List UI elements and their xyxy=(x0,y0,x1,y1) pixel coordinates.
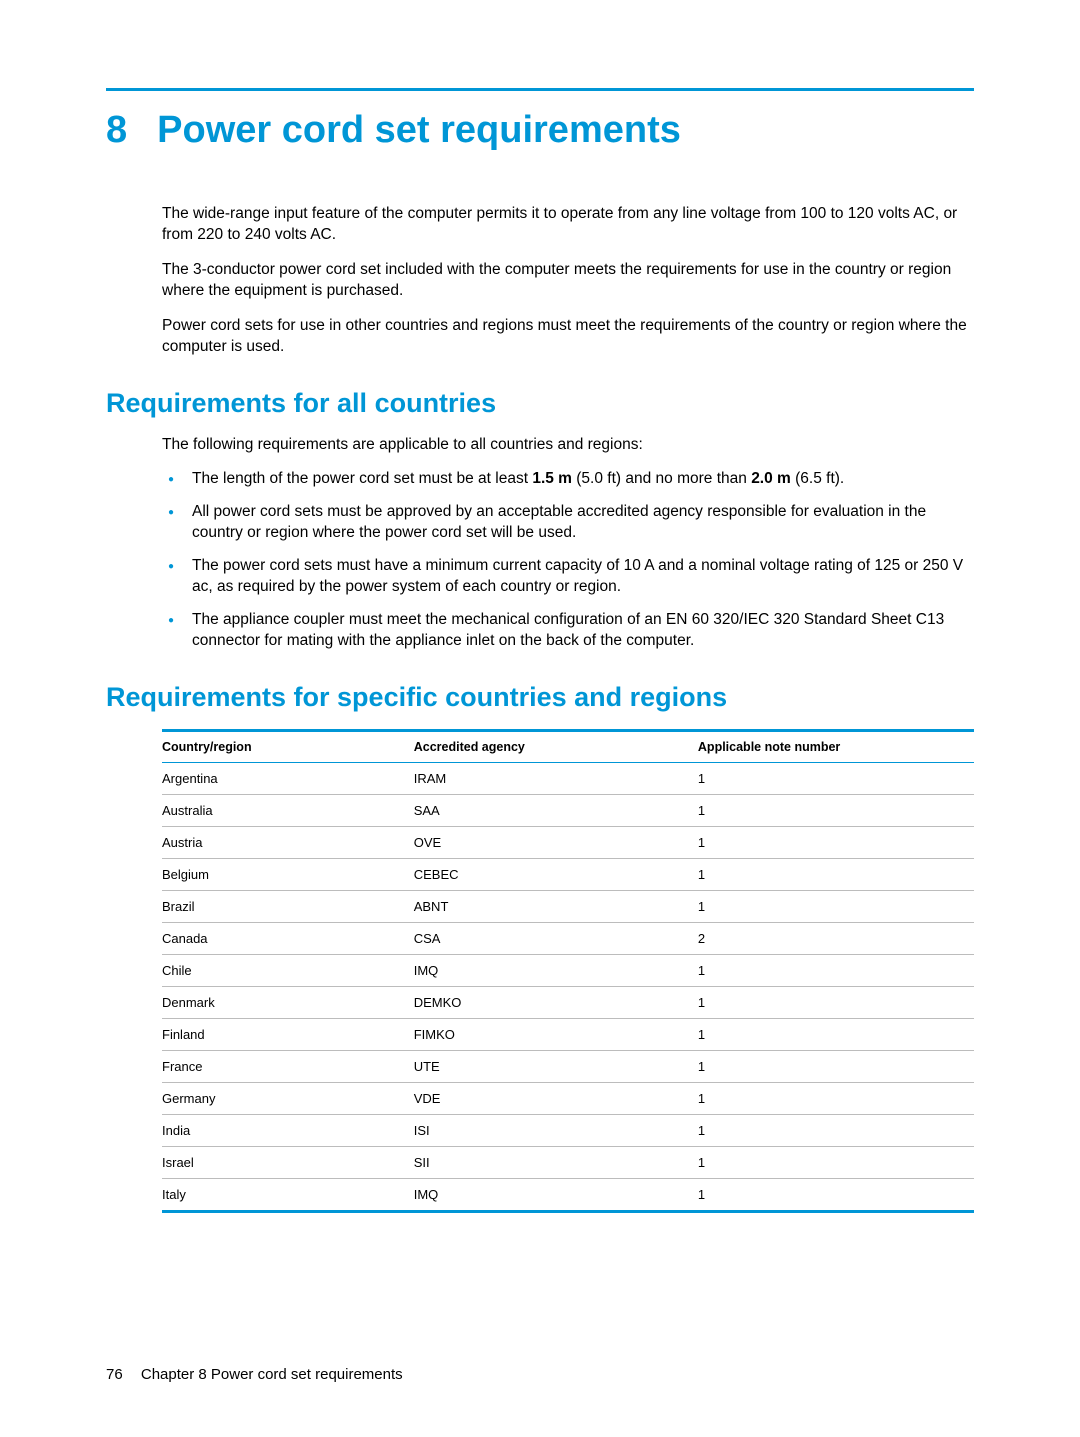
table-cell: 1 xyxy=(698,1178,974,1211)
intro-paragraph-2: The 3-conductor power cord set included … xyxy=(162,260,974,302)
table-cell: SAA xyxy=(414,794,698,826)
table-cell: ISI xyxy=(414,1114,698,1146)
chapter-number: 8 xyxy=(106,109,127,152)
table-cell: Brazil xyxy=(162,890,414,922)
table-cell: Australia xyxy=(162,794,414,826)
chapter-heading: 8 Power cord set requirements xyxy=(106,109,974,152)
table-cell: 1 xyxy=(698,1050,974,1082)
table-cell: IMQ xyxy=(414,1178,698,1211)
table-header-row: Country/region Accredited agency Applica… xyxy=(162,730,974,762)
table-row: CanadaCSA2 xyxy=(162,922,974,954)
list-item: All power cord sets must be approved by … xyxy=(186,502,974,544)
table-row: IndiaISI1 xyxy=(162,1114,974,1146)
table-row: ChileIMQ1 xyxy=(162,954,974,986)
table-cell: IMQ xyxy=(414,954,698,986)
document-page: 8 Power cord set requirements The wide-r… xyxy=(0,0,1080,1437)
table-header: Applicable note number xyxy=(698,730,974,762)
table-header: Accredited agency xyxy=(414,730,698,762)
table-cell: Austria xyxy=(162,826,414,858)
page-number: 76 xyxy=(106,1366,123,1383)
table-cell: IRAM xyxy=(414,762,698,794)
table-cell: Denmark xyxy=(162,986,414,1018)
bullet-text: The length of the power cord set must be… xyxy=(192,470,532,487)
table-cell: 1 xyxy=(698,954,974,986)
intro-paragraph-1: The wide-range input feature of the comp… xyxy=(162,204,974,246)
section-heading-all-countries: Requirements for all countries xyxy=(106,388,974,419)
table-cell: FIMKO xyxy=(414,1018,698,1050)
list-item: The length of the power cord set must be… xyxy=(186,469,974,490)
page-footer: 76 Chapter 8 Power cord set requirements xyxy=(106,1366,403,1383)
table-cell: SII xyxy=(414,1146,698,1178)
bullet-bold: 2.0 m xyxy=(751,470,791,487)
table-cell: 1 xyxy=(698,794,974,826)
table-header: Country/region xyxy=(162,730,414,762)
table-cell: 1 xyxy=(698,826,974,858)
table-cell: 1 xyxy=(698,762,974,794)
bullet-bold: 1.5 m xyxy=(532,470,572,487)
bullet-text: (5.0 ft) and no more than xyxy=(572,470,751,487)
requirements-bullet-list: The length of the power cord set must be… xyxy=(162,469,974,651)
table-row: ArgentinaIRAM1 xyxy=(162,762,974,794)
table-row: BelgiumCEBEC1 xyxy=(162,858,974,890)
table-cell: France xyxy=(162,1050,414,1082)
table-cell: UTE xyxy=(414,1050,698,1082)
table-cell: ABNT xyxy=(414,890,698,922)
table-row: AustriaOVE1 xyxy=(162,826,974,858)
requirements-table: Country/region Accredited agency Applica… xyxy=(162,729,974,1213)
table-row: IsraelSII1 xyxy=(162,1146,974,1178)
table-cell: 1 xyxy=(698,858,974,890)
table-cell: CEBEC xyxy=(414,858,698,890)
table-cell: Chile xyxy=(162,954,414,986)
chapter-title: Power cord set requirements xyxy=(157,109,681,152)
section-all-lead: The following requirements are applicabl… xyxy=(162,435,974,456)
table-cell: 1 xyxy=(698,1082,974,1114)
top-rule xyxy=(106,88,974,91)
table-cell: DEMKO xyxy=(414,986,698,1018)
footer-chapter-label: Chapter 8 Power cord set requirements xyxy=(141,1366,403,1383)
table-cell: India xyxy=(162,1114,414,1146)
table-cell: Finland xyxy=(162,1018,414,1050)
table-cell: Belgium xyxy=(162,858,414,890)
table-row: FranceUTE1 xyxy=(162,1050,974,1082)
section-heading-specific: Requirements for specific countries and … xyxy=(106,682,974,713)
table-cell: 1 xyxy=(698,1114,974,1146)
table-cell: Germany xyxy=(162,1082,414,1114)
table-cell: Italy xyxy=(162,1178,414,1211)
table-cell: 1 xyxy=(698,890,974,922)
table-cell: OVE xyxy=(414,826,698,858)
table-cell: 2 xyxy=(698,922,974,954)
table-cell: 1 xyxy=(698,1146,974,1178)
table-cell: 1 xyxy=(698,1018,974,1050)
table-cell: Israel xyxy=(162,1146,414,1178)
table-cell: VDE xyxy=(414,1082,698,1114)
table-row: BrazilABNT1 xyxy=(162,890,974,922)
intro-paragraph-3: Power cord sets for use in other countri… xyxy=(162,316,974,358)
table-row: FinlandFIMKO1 xyxy=(162,1018,974,1050)
bullet-text: (6.5 ft). xyxy=(791,470,844,487)
table-cell: Canada xyxy=(162,922,414,954)
table-row: AustraliaSAA1 xyxy=(162,794,974,826)
list-item: The power cord sets must have a minimum … xyxy=(186,556,974,598)
table-cell: Argentina xyxy=(162,762,414,794)
table-cell: 1 xyxy=(698,986,974,1018)
table-row: GermanyVDE1 xyxy=(162,1082,974,1114)
list-item: The appliance coupler must meet the mech… xyxy=(186,610,974,652)
table-row: DenmarkDEMKO1 xyxy=(162,986,974,1018)
table-cell: CSA xyxy=(414,922,698,954)
table-row: ItalyIMQ1 xyxy=(162,1178,974,1211)
